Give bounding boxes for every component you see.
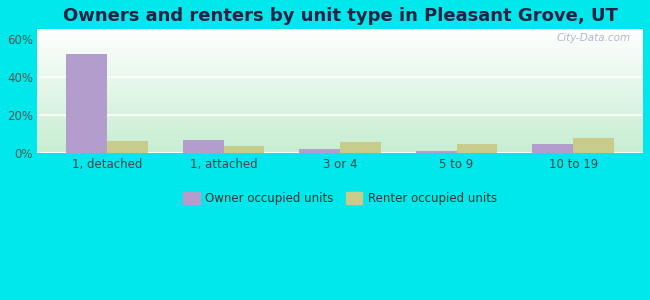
Bar xyxy=(107,141,148,154)
Legend: Owner occupied units, Renter occupied units: Owner occupied units, Renter occupied un… xyxy=(178,187,502,210)
Bar xyxy=(456,144,497,154)
Bar xyxy=(66,54,107,154)
Bar xyxy=(416,151,456,154)
Bar xyxy=(224,146,265,154)
Bar xyxy=(183,140,224,154)
Bar xyxy=(532,144,573,154)
Bar xyxy=(299,149,340,154)
Text: City-Data.com: City-Data.com xyxy=(557,33,631,43)
Title: Owners and renters by unit type in Pleasant Grove, UT: Owners and renters by unit type in Pleas… xyxy=(62,7,618,25)
Bar xyxy=(340,142,381,154)
Bar xyxy=(573,138,614,154)
